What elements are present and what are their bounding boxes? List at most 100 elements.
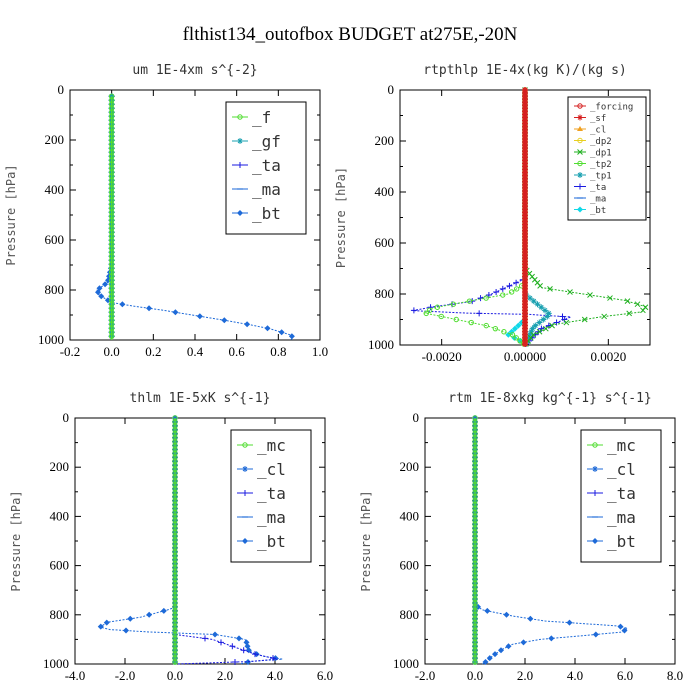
legend-label: _bt	[257, 532, 286, 551]
data-point	[522, 188, 528, 194]
legend-label: _ma	[257, 508, 286, 527]
data-point	[549, 322, 555, 329]
y-tick-label: 1000	[38, 332, 64, 347]
data-point	[522, 117, 528, 124]
data-point	[522, 264, 528, 271]
x-tick-label: -2.0	[415, 668, 436, 683]
legend-marker	[237, 138, 243, 144]
data-point	[453, 316, 459, 323]
data-point	[244, 321, 251, 328]
data-point	[522, 87, 528, 93]
legend-label: _bt	[607, 532, 636, 551]
data-point	[522, 286, 528, 292]
panel-3: thlm 1E-5xK s^{-1} Pressure [hPa] 0 200 400 6…	[9, 391, 333, 683]
y-tick-label: 800	[45, 282, 65, 297]
legend-marker	[237, 162, 243, 168]
panel-2: rtpthlp 1E-4x(kg K)/(kg s) Pressure [hPa]…	[334, 63, 651, 364]
data-point	[264, 325, 271, 332]
data-point	[483, 295, 489, 301]
data-point	[624, 298, 631, 304]
y-tick-label: 0	[388, 82, 395, 97]
y-axis-label: Pressure [hPa]	[9, 490, 23, 591]
data-point	[522, 234, 528, 240]
data-point	[160, 607, 167, 614]
data-point	[522, 114, 528, 121]
data-point	[617, 623, 624, 630]
data-point	[522, 273, 528, 280]
data-point	[500, 292, 506, 298]
data-point	[501, 329, 507, 335]
data-point	[522, 176, 528, 182]
data-point	[536, 319, 543, 326]
legend-marker	[242, 490, 248, 496]
data-point	[499, 285, 506, 292]
data-point	[270, 655, 276, 662]
legend-marker	[242, 538, 248, 544]
data-point	[559, 313, 566, 320]
data-point	[522, 307, 528, 314]
legend-label: _cl	[607, 460, 636, 479]
data-point	[119, 301, 126, 308]
data-point	[522, 127, 528, 133]
y-axis-label: Pressure [hPa]	[359, 490, 373, 591]
series-line	[412, 90, 571, 346]
data-point	[522, 221, 528, 228]
legend-label: _ma	[252, 180, 281, 199]
data-point	[515, 322, 522, 329]
data-point	[522, 261, 528, 268]
x-tick-label: 2.0	[217, 668, 233, 683]
data-point	[527, 615, 534, 622]
data-point	[522, 169, 528, 176]
data-point	[522, 96, 528, 102]
data-point	[522, 325, 528, 332]
x-tick-label: 4.0	[267, 668, 283, 683]
legend-marker	[592, 466, 598, 472]
data-point	[534, 301, 541, 308]
y-tick-label: 200	[50, 459, 70, 474]
data-point	[547, 286, 553, 292]
data-point	[592, 631, 599, 638]
data-point	[522, 301, 528, 307]
x-tick-label: 1.0	[312, 344, 328, 359]
data-point	[522, 267, 528, 274]
data-point	[522, 160, 528, 167]
data-point	[482, 659, 489, 666]
legend-marker	[577, 114, 583, 121]
data-point	[427, 304, 434, 311]
data-point	[506, 282, 513, 289]
data-point	[522, 166, 528, 173]
legend-marker	[577, 172, 583, 178]
data-point	[438, 313, 444, 320]
data-point	[522, 154, 528, 161]
data-point	[520, 639, 527, 646]
data-point	[607, 295, 613, 301]
data-point	[522, 304, 528, 310]
data-point	[522, 332, 528, 338]
data-point	[522, 139, 528, 145]
legend-label: _ma	[590, 195, 606, 205]
data-point	[522, 277, 528, 283]
data-point	[468, 319, 474, 326]
data-point	[601, 313, 608, 320]
legend-label: _dp2	[590, 137, 612, 147]
legend-marker	[242, 442, 248, 448]
legend-label: _bt	[590, 206, 606, 216]
data-point	[522, 258, 528, 265]
data-point	[146, 611, 153, 618]
data-point	[240, 647, 247, 654]
data-point	[505, 643, 512, 650]
y-tick-label: 0	[58, 82, 65, 97]
data-point	[563, 319, 570, 326]
data-point	[98, 293, 105, 300]
x-tick-label: 0.6	[229, 344, 246, 359]
data-point	[108, 93, 115, 100]
data-point	[544, 313, 551, 320]
legend-label: _cl	[257, 460, 286, 479]
y-tick-label: 0	[413, 410, 420, 425]
data-point	[202, 635, 208, 642]
data-point	[522, 99, 528, 105]
data-point	[522, 313, 528, 320]
data-point	[278, 329, 285, 336]
legend-marker	[237, 210, 243, 216]
